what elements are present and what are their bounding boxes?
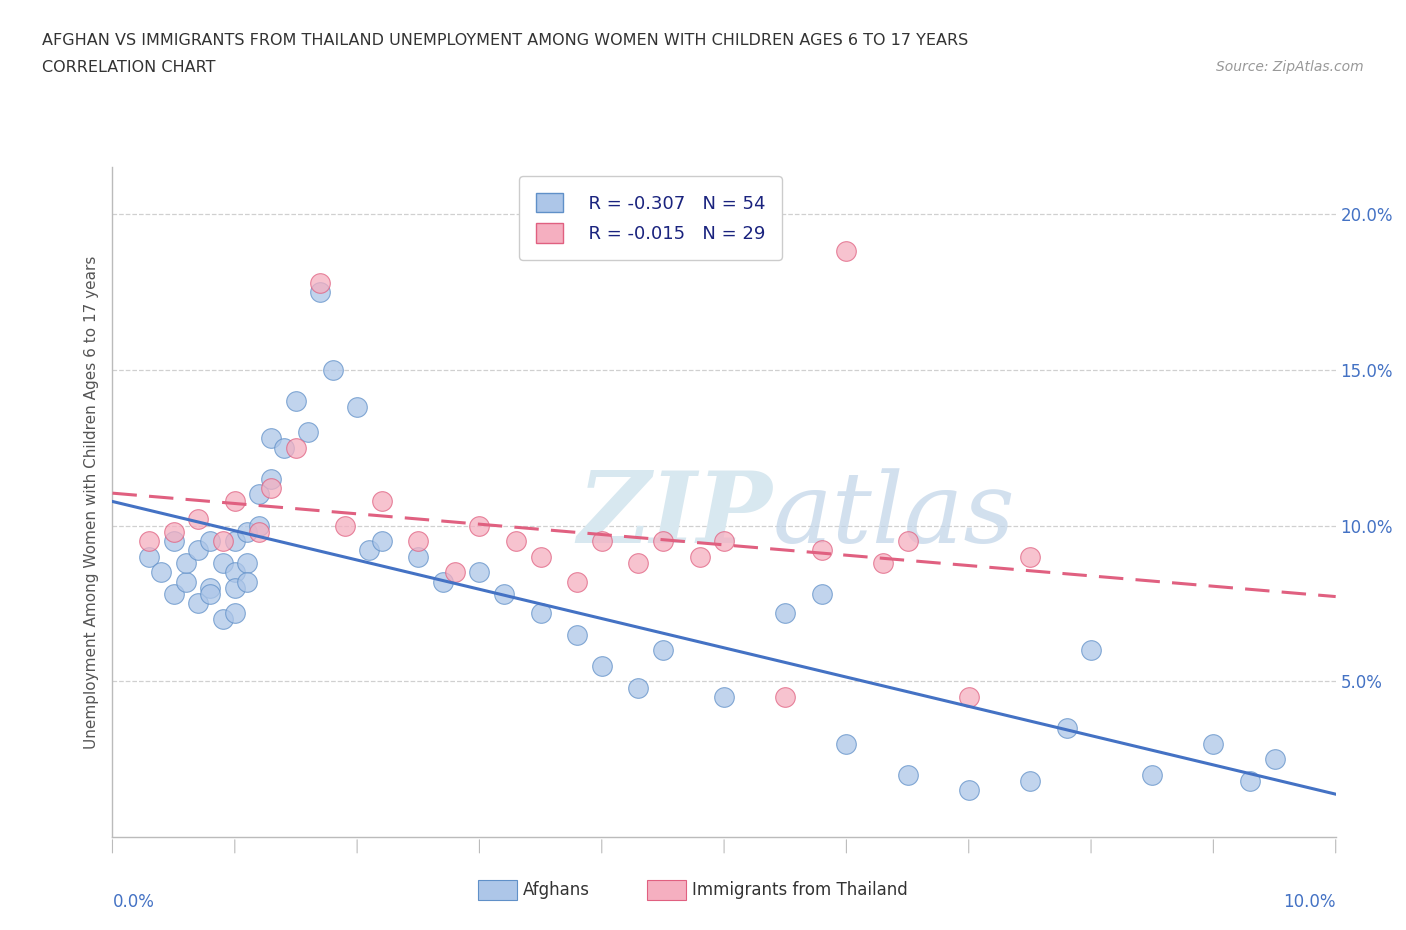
Y-axis label: Unemployment Among Women with Children Ages 6 to 17 years: Unemployment Among Women with Children A…: [84, 256, 100, 749]
Point: [370, 534, 392, 549]
Point: [652, 643, 675, 658]
Point: [260, 472, 283, 486]
Point: [897, 767, 920, 782]
Text: Afghans: Afghans: [523, 881, 591, 899]
Point: [247, 487, 270, 502]
Text: Immigrants from Thailand: Immigrants from Thailand: [692, 881, 907, 899]
Point: [322, 363, 344, 378]
Point: [591, 534, 613, 549]
Point: [163, 587, 186, 602]
Point: [1142, 767, 1164, 782]
Point: [627, 680, 650, 695]
Point: [284, 393, 308, 408]
Point: [567, 627, 589, 642]
Point: [713, 534, 735, 549]
Point: [689, 550, 711, 565]
Point: [260, 481, 283, 496]
Point: [174, 555, 197, 570]
Point: [309, 275, 332, 290]
Point: [224, 534, 246, 549]
Point: [163, 534, 186, 549]
Text: 0.0%: 0.0%: [112, 893, 155, 911]
Text: ZIP: ZIP: [578, 468, 772, 564]
Point: [1056, 721, 1078, 736]
Point: [297, 425, 319, 440]
Point: [468, 518, 491, 533]
Point: [811, 543, 834, 558]
Text: atlas: atlas: [773, 468, 1015, 564]
Point: [370, 493, 392, 508]
Point: [211, 555, 233, 570]
Point: [200, 534, 222, 549]
Point: [224, 580, 246, 595]
Point: [505, 534, 527, 549]
Point: [174, 574, 197, 589]
Point: [872, 555, 894, 570]
Point: [627, 555, 650, 570]
Point: [260, 431, 283, 445]
Point: [224, 493, 246, 508]
Point: [187, 596, 209, 611]
Point: [1239, 774, 1261, 789]
Point: [284, 440, 308, 455]
Point: [138, 534, 160, 549]
Point: [211, 612, 233, 627]
Point: [333, 518, 356, 533]
Point: [346, 400, 368, 415]
Point: [247, 525, 270, 539]
Point: [247, 518, 270, 533]
Text: 10.0%: 10.0%: [1284, 893, 1336, 911]
Point: [1018, 550, 1040, 565]
Point: [567, 574, 589, 589]
Point: [273, 440, 295, 455]
Point: [1018, 774, 1040, 789]
Point: [530, 550, 553, 565]
Point: [236, 574, 259, 589]
Point: [211, 534, 233, 549]
Point: [591, 658, 613, 673]
Point: [309, 285, 332, 299]
Point: [187, 512, 209, 526]
Point: [835, 737, 858, 751]
Point: [224, 605, 246, 620]
Point: [200, 580, 222, 595]
Point: [957, 689, 980, 704]
Text: Source: ZipAtlas.com: Source: ZipAtlas.com: [1216, 60, 1364, 74]
Point: [163, 525, 186, 539]
Text: AFGHAN VS IMMIGRANTS FROM THAILAND UNEMPLOYMENT AMONG WOMEN WITH CHILDREN AGES 6: AFGHAN VS IMMIGRANTS FROM THAILAND UNEMP…: [42, 33, 969, 47]
Point: [138, 550, 160, 565]
Point: [957, 783, 980, 798]
Point: [468, 565, 491, 579]
Point: [811, 587, 834, 602]
Point: [444, 565, 467, 579]
Point: [408, 550, 430, 565]
Point: [492, 587, 515, 602]
Point: [408, 534, 430, 549]
Point: [1202, 737, 1225, 751]
Point: [224, 565, 246, 579]
Point: [1264, 751, 1286, 766]
Point: [897, 534, 920, 549]
Point: [187, 543, 209, 558]
Point: [236, 525, 259, 539]
Point: [652, 534, 675, 549]
Point: [200, 587, 222, 602]
Point: [1080, 643, 1102, 658]
Point: [359, 543, 381, 558]
Point: [150, 565, 173, 579]
Point: [530, 605, 553, 620]
Legend:   R = -0.307   N = 54,   R = -0.015   N = 29: R = -0.307 N = 54, R = -0.015 N = 29: [519, 177, 782, 259]
Point: [432, 574, 454, 589]
Point: [835, 244, 858, 259]
Text: CORRELATION CHART: CORRELATION CHART: [42, 60, 215, 75]
Point: [713, 689, 735, 704]
Point: [236, 555, 259, 570]
Point: [775, 689, 797, 704]
Point: [775, 605, 797, 620]
